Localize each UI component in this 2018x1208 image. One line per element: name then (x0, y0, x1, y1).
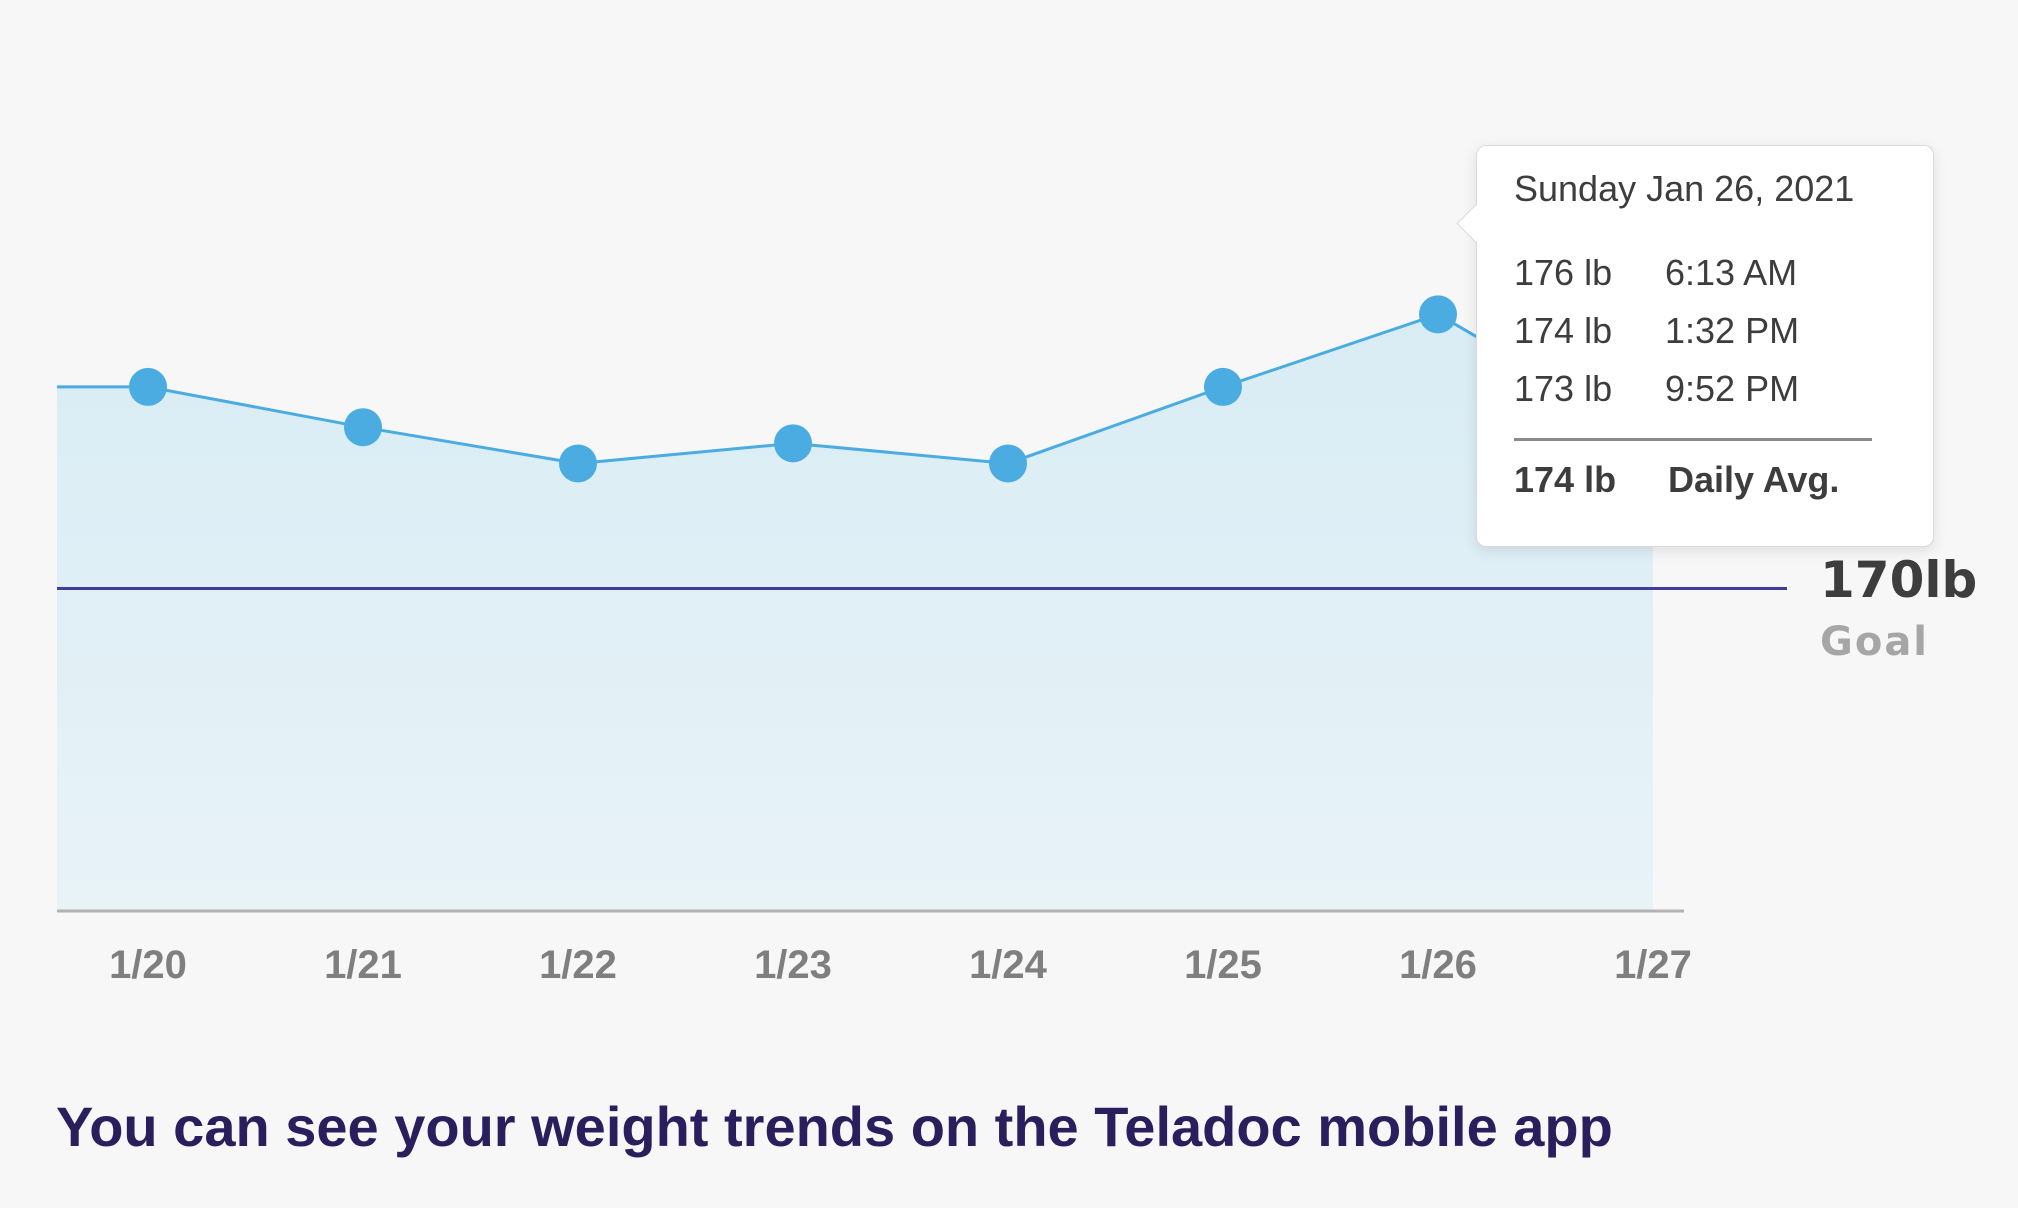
x-tick-label: 1/24 (969, 943, 1048, 987)
reading-time: 9:52 PM (1665, 368, 1800, 409)
reading-weight: 173 lb (1514, 368, 1613, 409)
x-tick-label: 1/21 (324, 943, 402, 987)
daily-average-row: 174 lb Daily Avg. (1514, 459, 1839, 501)
x-tick-label: 1/25 (1184, 943, 1262, 987)
goal-value-label: 170lb (1820, 551, 1977, 609)
x-tick-label: 1/26 (1399, 943, 1477, 987)
daily-average-weight: 174 lb (1514, 459, 1617, 500)
data-point-1-20[interactable] (129, 367, 167, 406)
reading-time: 1:32 PM (1665, 310, 1800, 351)
data-point-1-23[interactable] (774, 424, 812, 463)
data-point-1-25[interactable] (1204, 367, 1242, 406)
weight-area-fill (57, 314, 1653, 912)
reading-weight: 176 lb (1514, 252, 1613, 293)
day-detail-tooltip: Sunday Jan 26, 2021 176 lb 6:13 AM 174 l… (1456, 145, 1934, 547)
tooltip-date: Sunday Jan 26, 2021 (1514, 168, 1855, 209)
goal-label: Goal (1820, 619, 1929, 665)
x-tick-label: 1/23 (754, 943, 832, 987)
data-point-1-24[interactable] (989, 444, 1027, 483)
data-point-1-22[interactable] (559, 444, 597, 483)
data-point-1-26[interactable] (1419, 295, 1457, 334)
caption-text: You can see your weight trends on the Te… (56, 1095, 1613, 1158)
tooltip-divider (1514, 438, 1872, 441)
x-tick-label: 1/20 (109, 943, 187, 987)
x-tick-label: 1/27 (1614, 943, 1692, 987)
reading-time: 6:13 AM (1665, 252, 1798, 293)
x-tick-label: 1/22 (539, 943, 617, 987)
daily-average-label: Daily Avg. (1668, 459, 1840, 500)
weight-trend-chart: 1/20 1/21 1/22 1/23 1/24 1/25 1/26 1/27 170lb G… (57, 295, 1977, 987)
reading-weight: 174 lb (1514, 310, 1613, 351)
data-point-1-21[interactable] (344, 408, 382, 447)
